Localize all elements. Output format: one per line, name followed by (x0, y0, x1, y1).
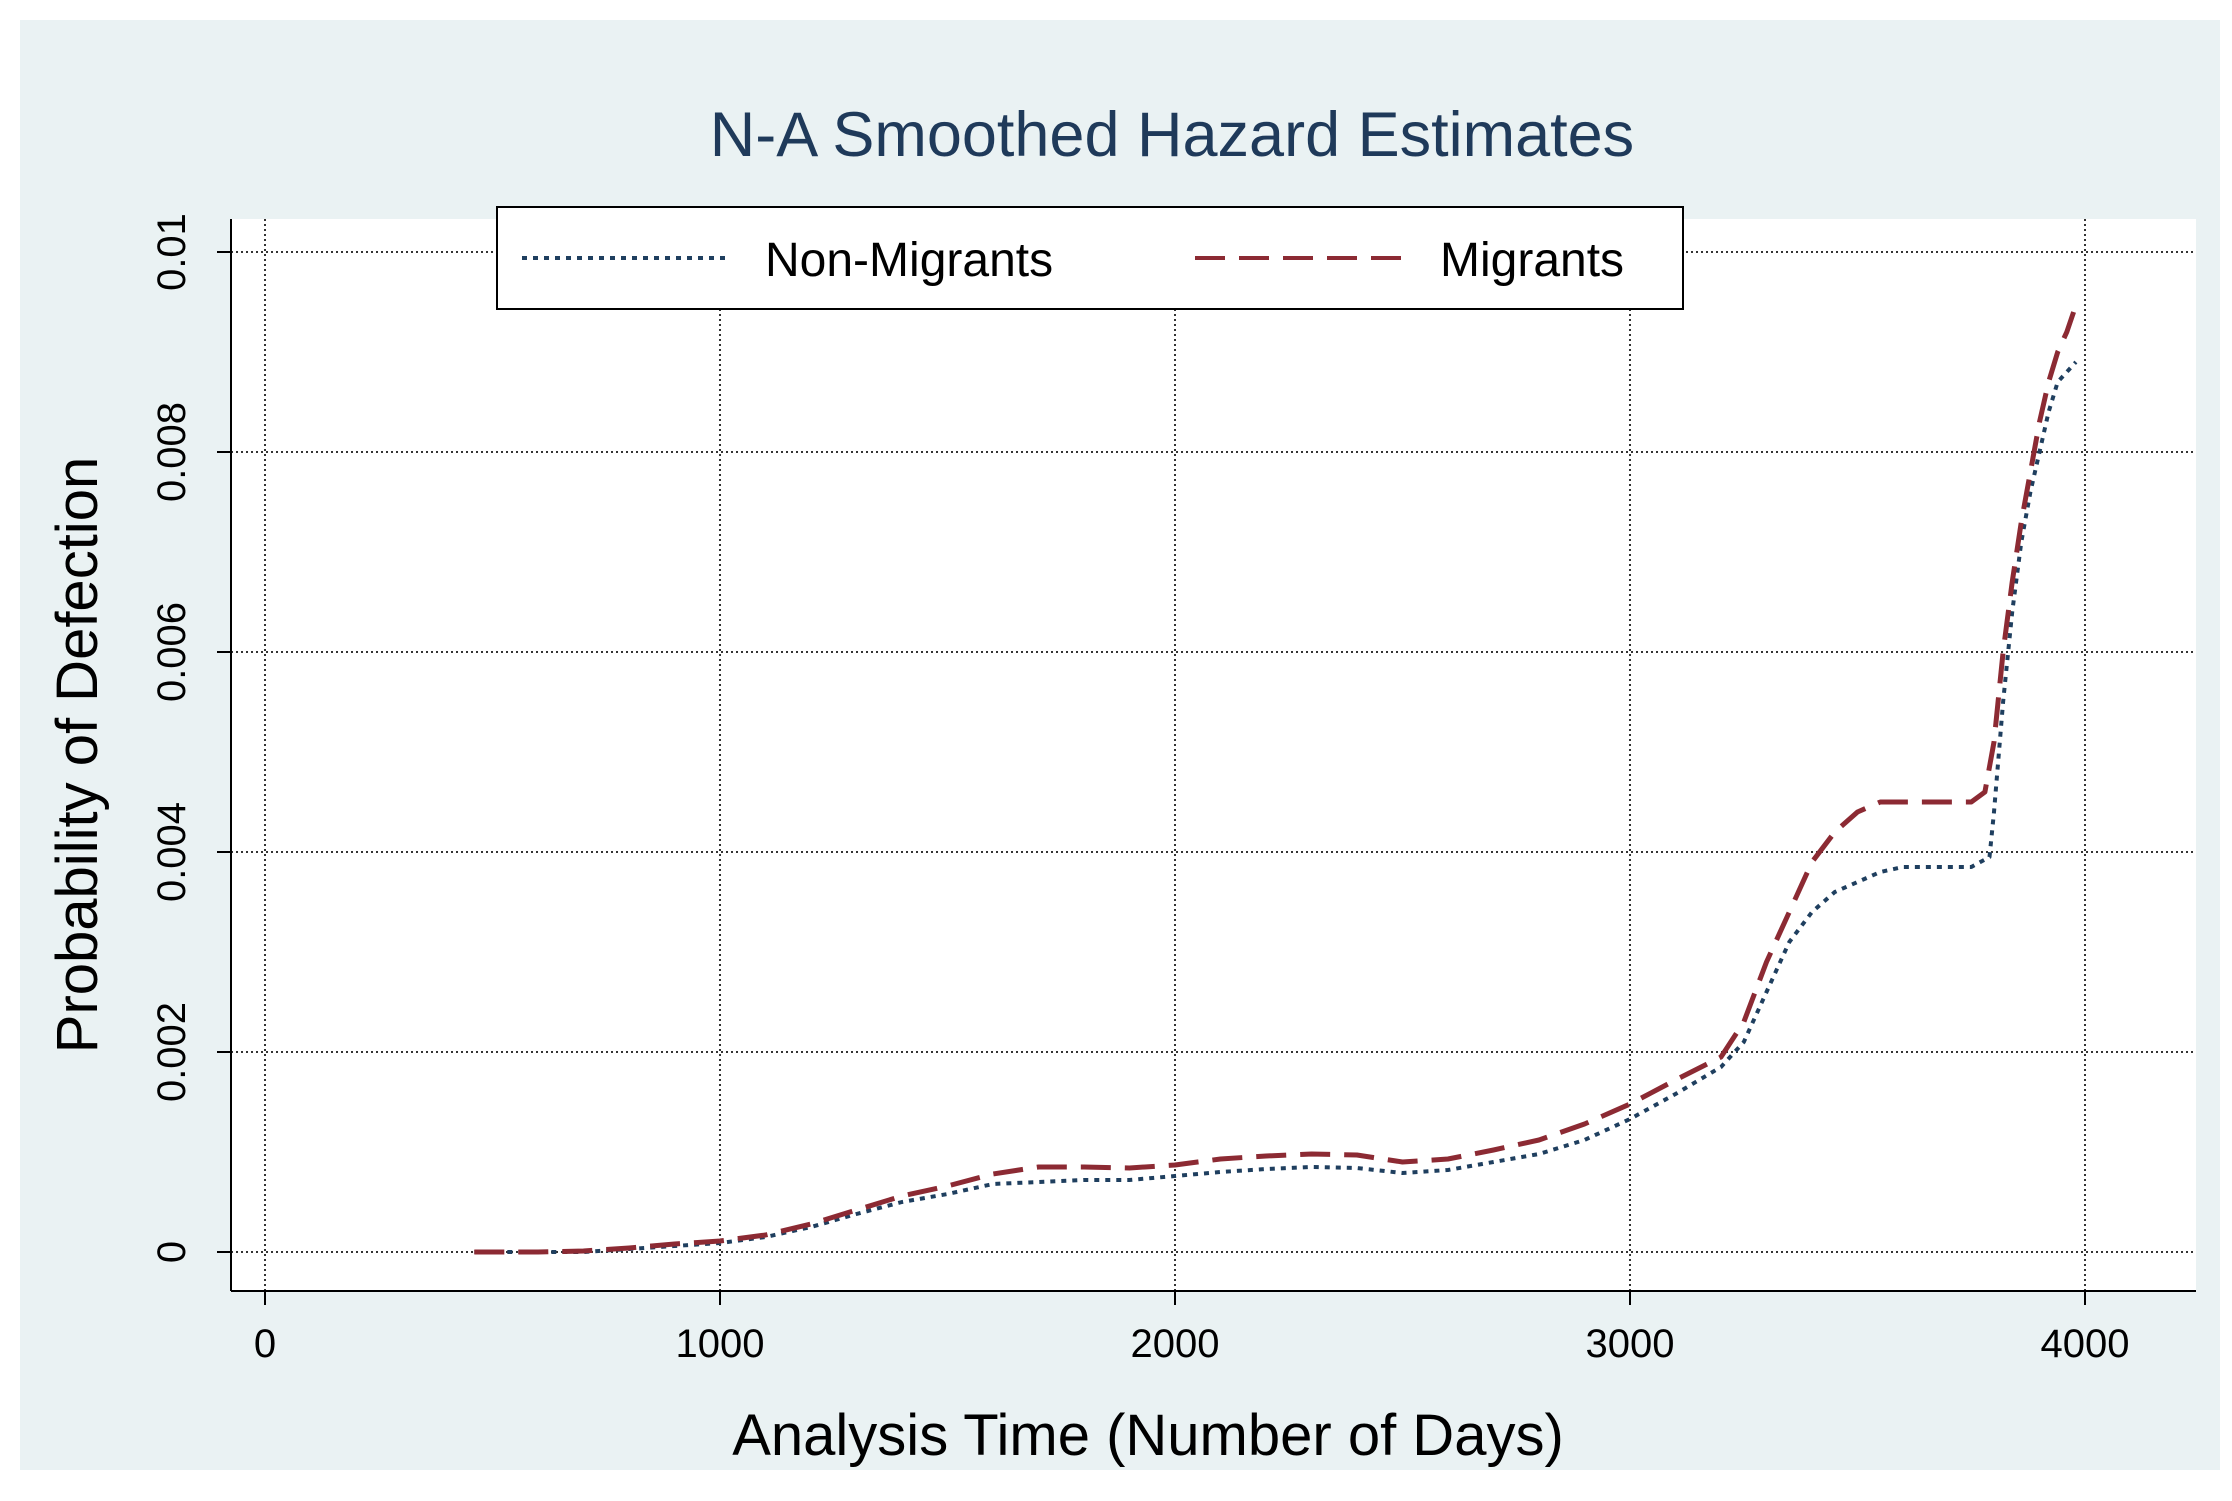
x-axis-label: Analysis Time (Number of Days) (732, 1403, 1564, 1468)
legend-label-migrants: Migrants (1440, 234, 1624, 287)
series-line-migrants (474, 311, 2076, 1255)
y-tick-label: 0.01 (150, 213, 194, 291)
x-tick-label: 1000 (676, 1322, 765, 1366)
y-tick-label: 0.008 (150, 402, 194, 502)
grid-layer (231, 219, 2196, 1291)
x-tick-label: 0 (254, 1322, 276, 1366)
series-layer (474, 311, 2078, 1255)
legend-box (496, 206, 1684, 310)
plot-area (231, 219, 2196, 1291)
y-tick-label: 0.004 (150, 802, 194, 902)
axis-layer: 0 0.002 0.004 0.006 0.008 0.01 0 1000 2000 3000 40… (150, 213, 2196, 1366)
y-axis-label: Probability of Defection (45, 457, 110, 1053)
y-tick-label: 0.002 (150, 1002, 194, 1102)
x-tick-label: 4000 (2041, 1322, 2130, 1366)
y-tick-label: 0.006 (150, 602, 194, 702)
legend: Non-Migrants Migrants (496, 206, 1684, 310)
x-tick-label: 3000 (1586, 1322, 1675, 1366)
y-tick-label: 0 (150, 1241, 194, 1263)
chart-title: N-A Smoothed Hazard Estimates (710, 100, 1634, 170)
x-tick-label: 2000 (1131, 1322, 1220, 1366)
series-line-non-migrants (474, 360, 2078, 1254)
legend-label-non-migrants: Non-Migrants (765, 234, 1053, 287)
